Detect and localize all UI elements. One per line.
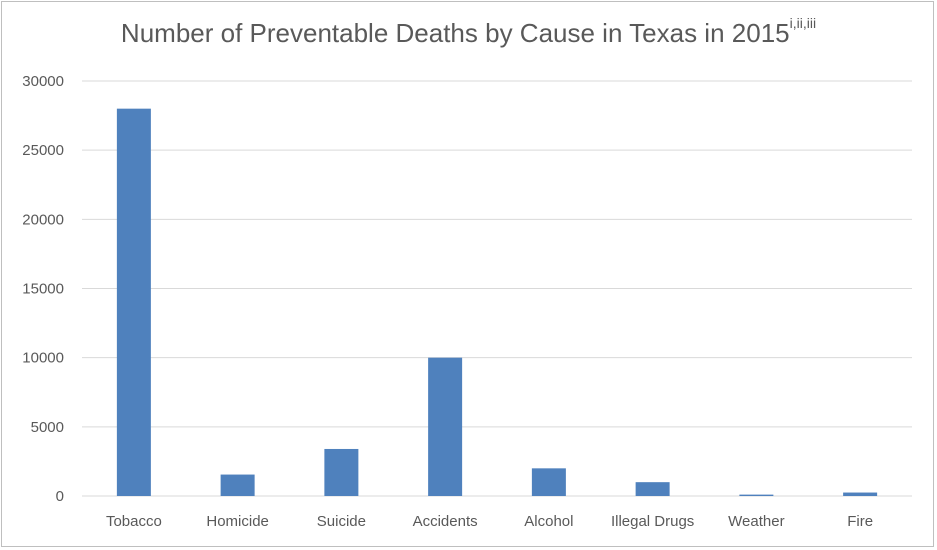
bar-suicide <box>324 448 359 496</box>
bar-homicide <box>220 474 255 496</box>
x-tick-label: Homicide <box>206 513 269 530</box>
x-tick-label: Suicide <box>317 513 366 530</box>
x-tick-label: Tobacco <box>106 513 162 530</box>
y-tick-label: 15000 <box>22 281 64 298</box>
y-axis-tick-labels: 0 5000 10000 15000 20000 25000 30000 <box>22 73 64 505</box>
y-tick-label: 20000 <box>22 211 64 228</box>
bars <box>116 108 878 497</box>
chart-title-text: Number of Preventable Deaths by Cause in… <box>120 18 790 48</box>
bar-weather <box>739 494 774 496</box>
y-tick-label: 30000 <box>22 73 64 90</box>
x-tick-label: Illegal Drugs <box>611 513 694 530</box>
y-tick-label: 5000 <box>31 419 64 436</box>
y-tick-label: 25000 <box>22 142 64 159</box>
bar-accidents <box>428 357 463 496</box>
bar-fire <box>843 492 878 496</box>
x-tick-label: Accidents <box>413 513 478 530</box>
bar-tobacco <box>116 108 151 497</box>
chart-title: Number of Preventable Deaths by Cause in… <box>0 15 937 49</box>
bar-illegal-drugs <box>635 482 670 496</box>
x-axis-tick-labels: Tobacco Homicide Suicide Accidents Alcohol Il… <box>106 513 873 530</box>
y-tick-label: 0 <box>56 488 64 505</box>
bar-alcohol <box>531 468 566 496</box>
chart-title-superscript: i,ii,iii <box>789 15 817 32</box>
x-tick-label: Weather <box>728 513 784 530</box>
x-tick-label: Alcohol <box>524 513 573 530</box>
y-tick-label: 10000 <box>22 350 64 367</box>
x-tick-label: Fire <box>847 513 873 530</box>
gridlines <box>82 80 912 497</box>
